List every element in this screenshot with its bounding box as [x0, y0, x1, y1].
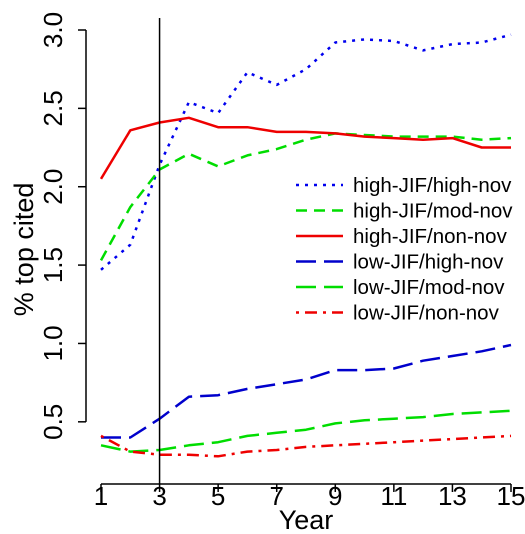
legend: high-JIF/high-nov high-JIF/mod-novhigh-JI…	[296, 174, 513, 325]
series-line-4	[101, 343, 512, 439]
x-tick-label: 15	[497, 481, 525, 511]
legend-label: high-JIF/non-nov	[353, 225, 508, 248]
legend-label: high-JIF/mod-nov	[353, 200, 513, 223]
x-tick-label: 11	[380, 481, 407, 511]
series-line-3	[99, 116, 511, 180]
x-axis-title: Year	[279, 505, 334, 534]
x-tick-label: 1	[94, 481, 108, 511]
y-tick-label: 2.0	[38, 169, 68, 205]
y-tick-label: 0.5	[38, 404, 68, 440]
x-tick-label: 7	[269, 481, 283, 511]
y-tick-label: 2.5	[38, 90, 68, 126]
series-line-2	[99, 132, 512, 262]
legend-label: low-JIF/non-nov	[353, 302, 500, 325]
y-axis-title: % top cited	[9, 183, 39, 317]
legend-label: low-JIF/mod-nov	[353, 276, 505, 299]
legend-label: low-JIF/high-nov	[353, 251, 504, 274]
series-line-1	[100, 33, 512, 271]
x-axis-ticks: 1 3 5 7 9 11 13 15	[94, 481, 525, 511]
y-axis-ticks: 0.5 1.0 1.5 2.0 2.5 3.0	[38, 12, 86, 440]
series-line-5	[100, 409, 512, 453]
legend-label: high-JIF/high-nov	[353, 174, 512, 197]
y-tick-label: 1.5	[38, 247, 68, 283]
plot-area	[99, 33, 512, 458]
y-tick-label: 3.0	[38, 12, 68, 48]
x-tick-label: 5	[211, 481, 225, 511]
y-tick-label: 1.0	[38, 325, 68, 361]
x-tick-label: 3	[152, 481, 166, 511]
x-tick-label: 13	[438, 481, 467, 511]
series-line-6	[100, 434, 512, 458]
x-tick-label: 9	[328, 481, 342, 511]
